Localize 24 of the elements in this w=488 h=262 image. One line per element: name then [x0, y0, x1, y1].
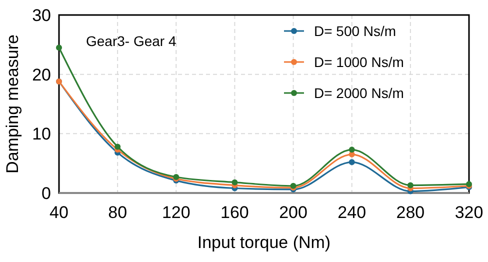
point: [348, 159, 355, 166]
point: [56, 44, 62, 51]
y-axis-title: Damping measure: [3, 34, 22, 174]
y-tick-label: 0: [42, 184, 51, 203]
legend-label: D= 1000 Ns/m: [314, 54, 404, 70]
point: [407, 182, 414, 188]
text: Gear3- Gear 4: [86, 33, 176, 49]
point: [348, 146, 355, 153]
x-tick-label: 120: [162, 203, 190, 222]
y-tick-label: 30: [32, 6, 51, 25]
x-tick-label: 160: [220, 203, 249, 222]
x-tick-label: 240: [338, 203, 366, 222]
x-tick-label: 40: [50, 203, 68, 222]
point: [232, 179, 238, 186]
x-tick-label: 280: [396, 203, 425, 222]
x-tick-label: 320: [454, 203, 484, 222]
legend-label: D= 500 Ns/m: [314, 23, 396, 39]
legend-label: D= 2000 Ns/m: [314, 85, 404, 101]
x-tick-label: 200: [279, 203, 308, 222]
point: [114, 144, 121, 150]
y-tick-label: 10: [32, 124, 51, 144]
x-tick-label: 80: [108, 203, 128, 222]
x-axis-title: Input torque (Nm): [197, 233, 331, 252]
y-tick-label: 20: [32, 65, 51, 84]
